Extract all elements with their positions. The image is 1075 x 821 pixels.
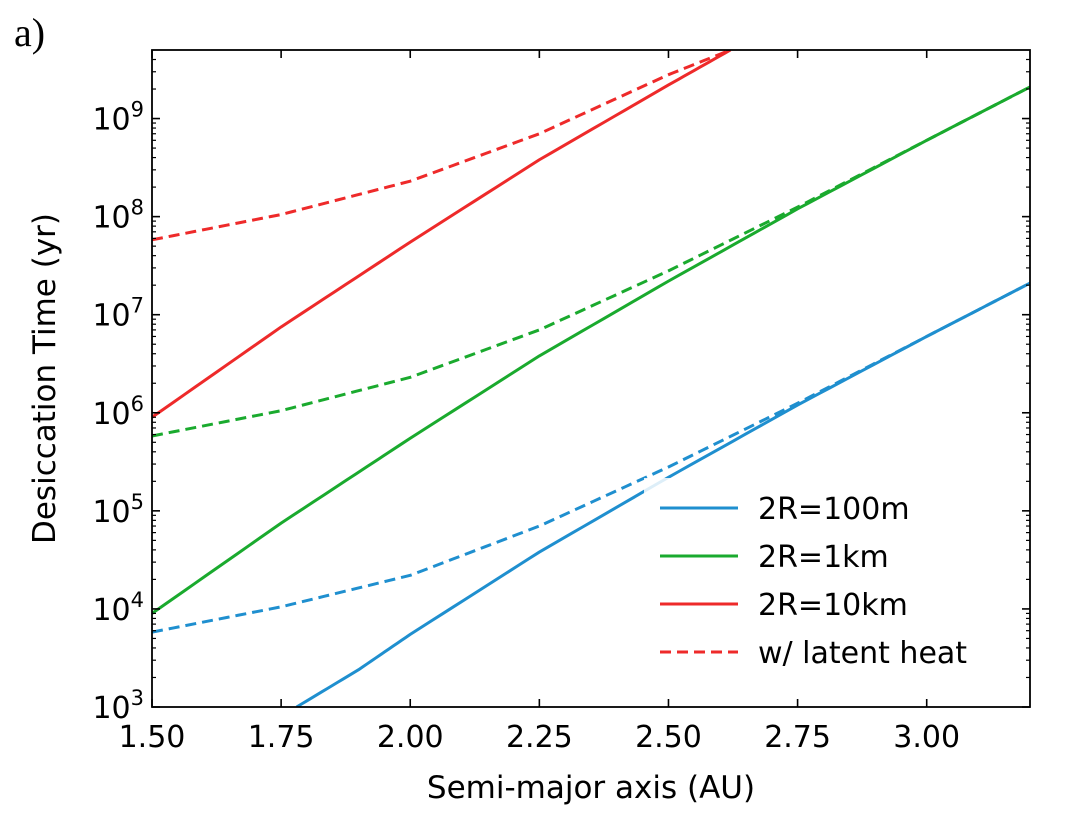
y-tick-label: 107 [92, 294, 144, 334]
legend-label: 2R=100m [758, 492, 910, 527]
y-tick-label: 103 [92, 686, 144, 726]
y-axis-label: Desiccation Time (yr) [27, 213, 63, 544]
x-tick-label: 1.75 [248, 720, 315, 755]
panel-label: a) [14, 10, 45, 55]
x-tick-label: 2.25 [506, 720, 573, 755]
legend-label: 2R=10km [758, 588, 908, 623]
series-line-3-solid [152, 50, 732, 419]
series-layer [152, 50, 1030, 707]
x-axis-ticks: 1.50 1.75 2.00 2.25 2.50 2.75 3.00 [119, 50, 960, 755]
plot-area-frame [151, 49, 1031, 708]
x-tick-label: 1.50 [119, 720, 186, 755]
x-tick-label: 2.00 [377, 720, 444, 755]
y-tick-label: 104 [92, 588, 144, 628]
legend-label: w/ latent heat [758, 636, 967, 671]
legend: 2R=100m 2R=1km 2R=10km w/ latent heat [644, 478, 1016, 692]
series-line-4-dashed [152, 281, 1030, 634]
x-tick-label: 2.50 [635, 720, 702, 755]
y-axis-ticks: 103 104 105 106 107 108 109 [92, 98, 1030, 726]
x-tick-label: 3.00 [893, 720, 960, 755]
y-tick-label: 105 [92, 490, 144, 530]
series-line-5-dashed [152, 85, 1030, 438]
y-tick-label: 108 [92, 196, 144, 236]
legend-label: 2R=1km [758, 540, 889, 575]
x-axis-label: Semi-major axis (AU) [427, 770, 755, 806]
x-tick-label: 2.75 [764, 720, 831, 755]
series-line-6-dashed [152, 50, 732, 242]
y-tick-label: 106 [92, 392, 144, 432]
legend-background [644, 478, 1016, 692]
y-tick-label: 109 [92, 98, 144, 138]
